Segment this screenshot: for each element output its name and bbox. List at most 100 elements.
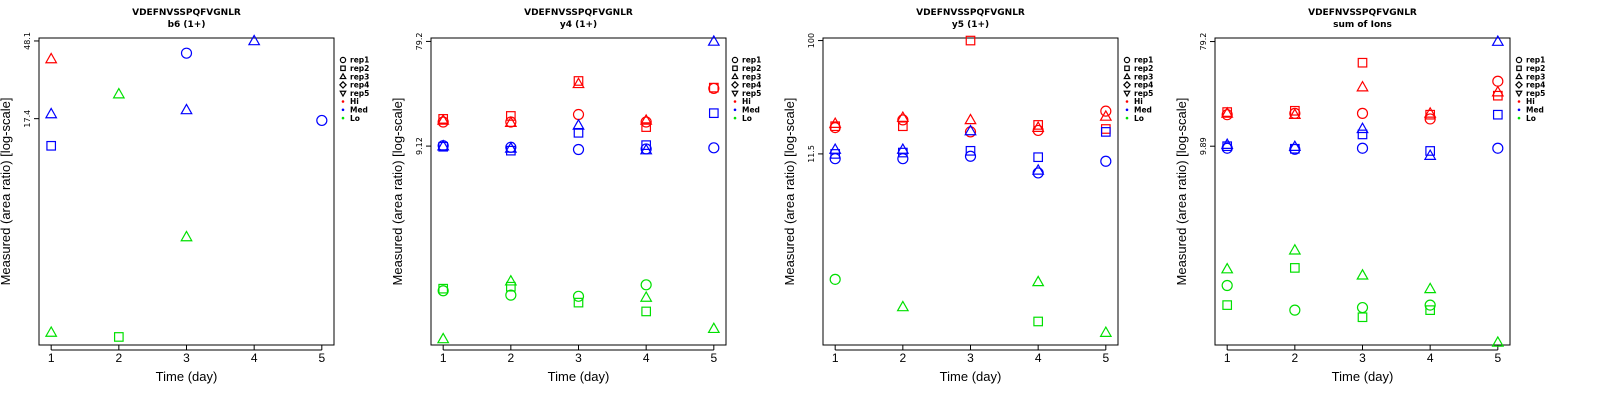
y-tick-label: 9.89 — [1199, 137, 1208, 155]
data-point — [438, 141, 449, 152]
legend-label-rep3: rep3 — [742, 72, 761, 81]
legend-dot-med — [341, 108, 345, 112]
data-point — [1491, 335, 1505, 347]
data-point — [504, 274, 518, 286]
x-tick-label: 5 — [1494, 351, 1501, 365]
data-point — [247, 34, 261, 46]
x-tick-label: 1 — [440, 351, 447, 365]
legend-marker-rep3 — [339, 72, 347, 80]
data-point — [573, 127, 584, 138]
legend-label-hi: Hi — [350, 97, 359, 106]
legend-marker-rep1 — [339, 56, 347, 64]
data-point — [1492, 142, 1504, 154]
data-point — [1356, 142, 1369, 154]
data-point — [505, 281, 516, 292]
data-point — [1357, 57, 1368, 68]
legend-marker-rep4 — [1123, 80, 1131, 89]
data-point — [964, 126, 977, 138]
legend-marker-rep4 — [731, 80, 739, 89]
legend-dot-lo — [1517, 116, 1521, 120]
legend-dot-hi — [341, 100, 345, 103]
legend-label-rep5: rep5 — [1134, 89, 1153, 98]
x-axis-label: Time (day) — [156, 369, 218, 384]
legend-dot-hi — [1125, 100, 1129, 103]
y-axis-label: Measured (area ratio) [log-scale] — [782, 98, 797, 286]
legend-label-med: Med — [350, 106, 368, 115]
data-point — [436, 332, 450, 344]
data-point — [641, 306, 652, 317]
x-tick-label: 3 — [183, 351, 190, 365]
data-point — [180, 230, 193, 242]
data-point — [1100, 127, 1111, 137]
data-points — [1220, 34, 1505, 347]
data-point — [965, 35, 976, 46]
legend-label-lo: Lo — [1134, 114, 1144, 123]
x-tick-label: 3 — [1359, 351, 1366, 365]
x-tick-label: 5 — [318, 351, 325, 365]
legend-marker-rep4 — [339, 80, 347, 89]
legend-marker-rep5 — [339, 90, 347, 98]
chart-subtitle: y5 (1+) — [952, 20, 989, 30]
chart-subtitle: sum of Ions — [1333, 20, 1392, 30]
legend-dot-med — [733, 108, 737, 112]
chart-title: VDEFNVSSPQFVGNLR — [524, 8, 633, 18]
data-point — [1491, 85, 1505, 97]
data-point — [1357, 312, 1368, 323]
x-tick-label: 4 — [1035, 351, 1042, 365]
data-point — [1289, 105, 1300, 116]
data-point — [830, 149, 841, 159]
legend-label-rep4: rep4 — [350, 81, 369, 90]
data-point — [1424, 299, 1436, 311]
data-point — [639, 113, 653, 125]
legend-label-rep2: rep2 — [1134, 64, 1153, 73]
data-point — [965, 145, 976, 156]
legend-dot-lo — [341, 116, 345, 120]
legend-marker-rep5 — [1123, 90, 1131, 98]
plot-frame — [38, 37, 335, 346]
data-point — [573, 76, 584, 86]
data-points — [436, 34, 721, 344]
data-point — [1099, 109, 1113, 121]
x-tick-label: 1 — [48, 351, 55, 365]
data-point — [113, 332, 124, 342]
data-point — [707, 34, 721, 46]
chart-title: VDEFNVSSPQFVGNLR — [1308, 8, 1417, 18]
data-point — [112, 87, 126, 99]
data-point — [1289, 263, 1300, 273]
data-point — [1033, 152, 1044, 163]
data-point — [1220, 106, 1234, 118]
data-point — [437, 285, 449, 297]
x-tick-label: 4 — [251, 351, 258, 365]
data-point — [1221, 279, 1233, 292]
x-tick-label: 3 — [575, 351, 582, 365]
data-point — [1033, 316, 1044, 327]
legend-label-med: Med — [742, 106, 760, 115]
data-point — [1289, 304, 1301, 316]
data-point — [1423, 282, 1437, 294]
data-point — [641, 122, 652, 132]
chart-title: VDEFNVSSPQFVGNLR — [132, 8, 241, 18]
data-point — [316, 114, 328, 127]
y-axis-label: Measured (area ratio) [log-scale] — [0, 98, 13, 286]
y-tick-label: 17.4 — [23, 110, 32, 128]
legend-label-rep1: rep1 — [742, 56, 761, 65]
legend-dot-med — [1125, 108, 1129, 112]
chart-subtitle: y4 (1+) — [560, 20, 597, 30]
legend-marker-rep1 — [1123, 56, 1131, 64]
legend-label-hi: Hi — [1134, 97, 1143, 106]
y-tick-label: 9.12 — [415, 137, 424, 155]
data-point — [708, 108, 719, 119]
data-point — [1222, 300, 1233, 310]
data-point — [1100, 105, 1112, 117]
legend-label-rep3: rep3 — [1134, 72, 1153, 81]
data-point — [897, 114, 909, 126]
legend-label-lo: Lo — [742, 114, 752, 123]
legend-label-rep2: rep2 — [1526, 64, 1545, 73]
legend-label-rep1: rep1 — [1526, 56, 1545, 65]
data-point — [1033, 120, 1044, 130]
data-point — [1288, 243, 1302, 255]
data-point — [436, 139, 450, 151]
data-point — [829, 273, 841, 285]
